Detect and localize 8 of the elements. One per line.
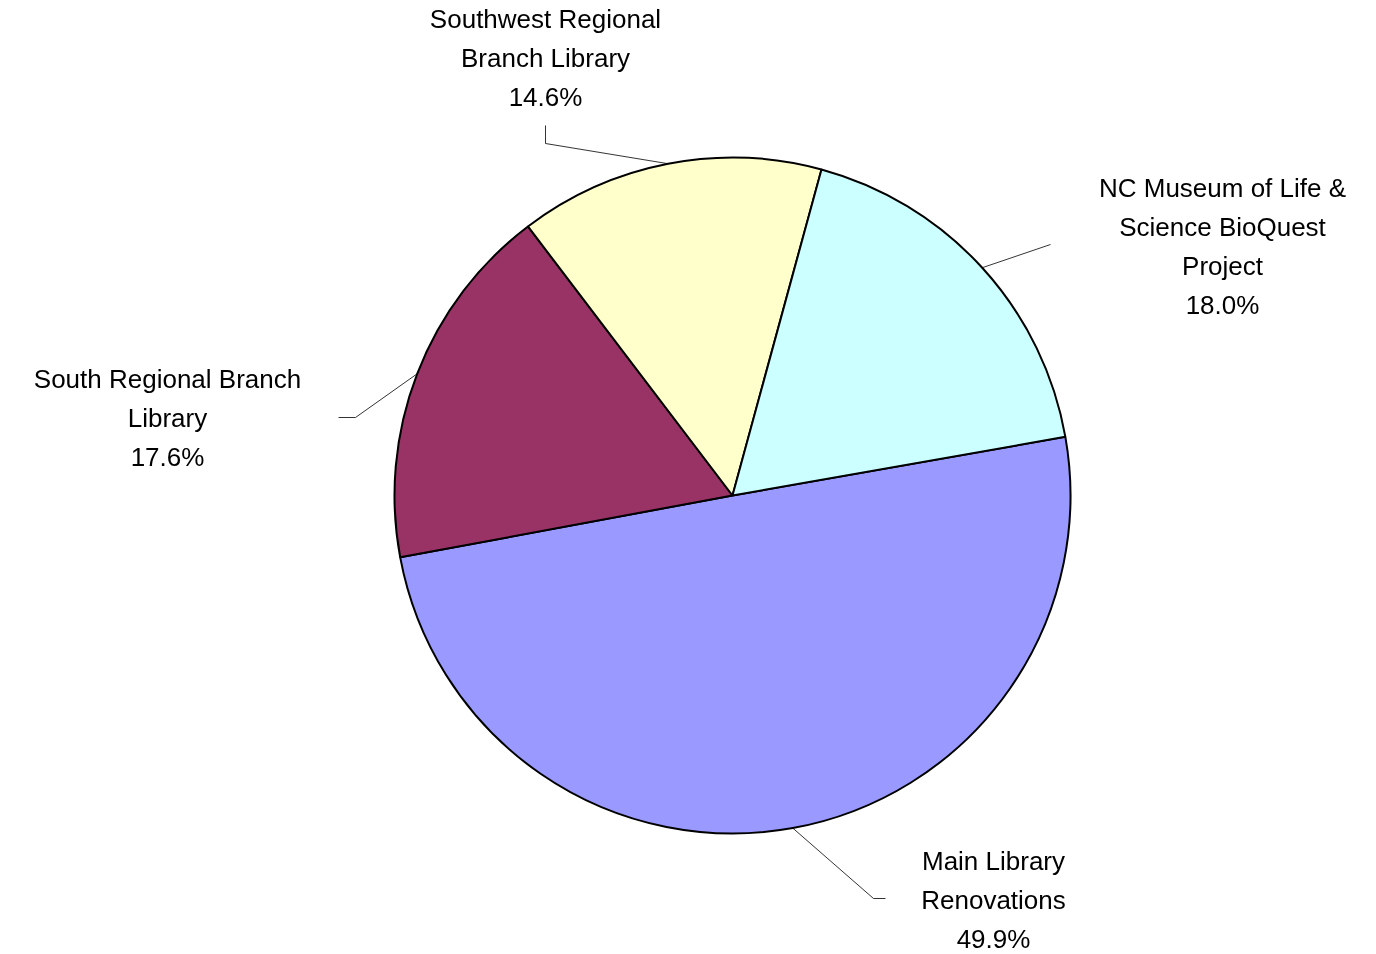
slice-label: Main Library Renovations [921,845,1066,915]
data-label: 14.6% [508,81,583,112]
data-label: 49.9% [956,923,1031,954]
slice-label: Southwest Regional Branch Library [429,3,662,73]
legend-label: South Regional Branch Library [33,363,302,433]
data-label: 18.0% [1185,289,1260,320]
data-label: 17.6% [130,441,205,472]
slice-label: NC Museum of Life & Science BioQuest Project [1098,172,1347,281]
